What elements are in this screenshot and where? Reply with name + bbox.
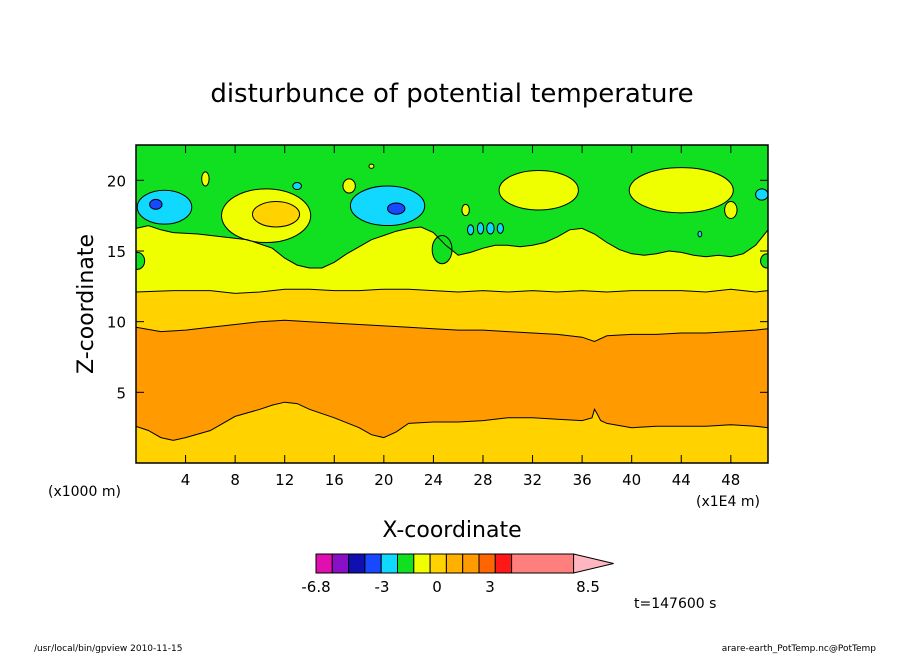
contour-feature: [251, 201, 301, 228]
contour-feature: [349, 185, 426, 227]
contour-feature: [387, 202, 406, 215]
x-tick-label: 36: [573, 471, 592, 489]
colorbar-bin: [413, 553, 431, 574]
contour-feature: [292, 181, 302, 191]
contour-feature: [466, 224, 475, 236]
x-tick-label: 48: [721, 471, 740, 489]
colorbar-bin: [494, 553, 513, 574]
contour-feature: [368, 163, 375, 169]
colorbar-label: -6.8: [301, 578, 330, 596]
x-tick-label: 32: [523, 471, 542, 489]
band-surface-yellow: [136, 402, 768, 463]
y-tick-label: 5: [116, 384, 126, 402]
colorbar-bin: [478, 553, 496, 574]
contour-feature: [136, 251, 146, 270]
colorbar-bin: [397, 553, 415, 574]
x-tick-label: 40: [622, 471, 641, 489]
contour-feature: [461, 203, 470, 217]
footer-left: /usr/local/bin/gpview 2010-11-15: [34, 644, 182, 654]
colorbar-bin: [364, 553, 382, 574]
colorbar-label: 0: [432, 578, 442, 596]
contour-feature: [755, 188, 768, 201]
contour-feature: [496, 222, 504, 234]
y-tick-label: 10: [107, 314, 126, 332]
contour-feature: [760, 253, 768, 269]
x-tick-label: 44: [672, 471, 691, 489]
colorbar-label: 8.5: [576, 578, 600, 596]
x-tick-label: 4: [181, 471, 191, 489]
colorbar-labels: -6.8 -3 0 3 8.5: [301, 578, 600, 596]
colorbar-bin: [331, 553, 350, 574]
plot-frame: [135, 144, 769, 464]
colorbar-bin: [462, 553, 480, 574]
contour-feature: [149, 198, 163, 210]
x-axis-label: X-coordinate: [382, 518, 521, 543]
x-tick-label: 24: [424, 471, 443, 489]
colorbar-extension: [573, 553, 614, 574]
contour-feature: [498, 169, 579, 211]
x-units-label: (x1E4 m): [696, 494, 760, 510]
contour-feature: [486, 222, 495, 235]
colorbar: [315, 553, 614, 574]
y-axis-ticks: 5 10 15 20: [107, 172, 768, 402]
colorbar-label: -3: [375, 578, 390, 596]
contour-feature: [431, 234, 453, 265]
y-tick-label: 20: [107, 172, 126, 190]
y-units-label: (x1000 m): [48, 484, 121, 500]
contour-line-top: [136, 225, 768, 269]
footer-right: arare-earth_PotTemp.nc@PotTemp: [722, 644, 877, 654]
x-tick-label: 12: [275, 471, 294, 489]
time-label: t=147600 s: [634, 596, 716, 612]
contour-feature: [697, 230, 703, 238]
colorbar-label: 3: [485, 578, 495, 596]
x-tick-label: 16: [325, 471, 344, 489]
x-axis-ticks: 4 8 12 16 20 24 28 32 36 40 44 48: [181, 145, 740, 489]
contour-feature: [628, 167, 734, 214]
colorbar-bin: [445, 553, 464, 574]
plot-area: [136, 145, 768, 463]
contour-line-upper: [136, 288, 768, 294]
colorbar-bin: [511, 553, 575, 574]
contour-feature: [136, 189, 193, 225]
x-tick-label: 20: [374, 471, 393, 489]
colorbar-bin: [429, 553, 447, 574]
x-tick-label: 8: [230, 471, 240, 489]
y-axis-label: Z-coordinate: [74, 234, 99, 374]
contour-feature: [342, 178, 356, 194]
contour-line-middle: [136, 319, 768, 343]
feature-group: [136, 163, 768, 270]
x-tick-label: 28: [473, 471, 492, 489]
colorbar-bin: [380, 553, 399, 574]
chart-title: disturbunce of potential temperature: [210, 79, 693, 109]
contour-feature: [724, 201, 738, 219]
colorbar-bin: [315, 553, 333, 574]
colorbar-bin: [348, 553, 366, 574]
y-tick-label: 15: [107, 243, 126, 261]
contour-line-lower: [136, 401, 768, 441]
contour-feature: [476, 222, 485, 235]
contour-feature: [201, 171, 210, 187]
